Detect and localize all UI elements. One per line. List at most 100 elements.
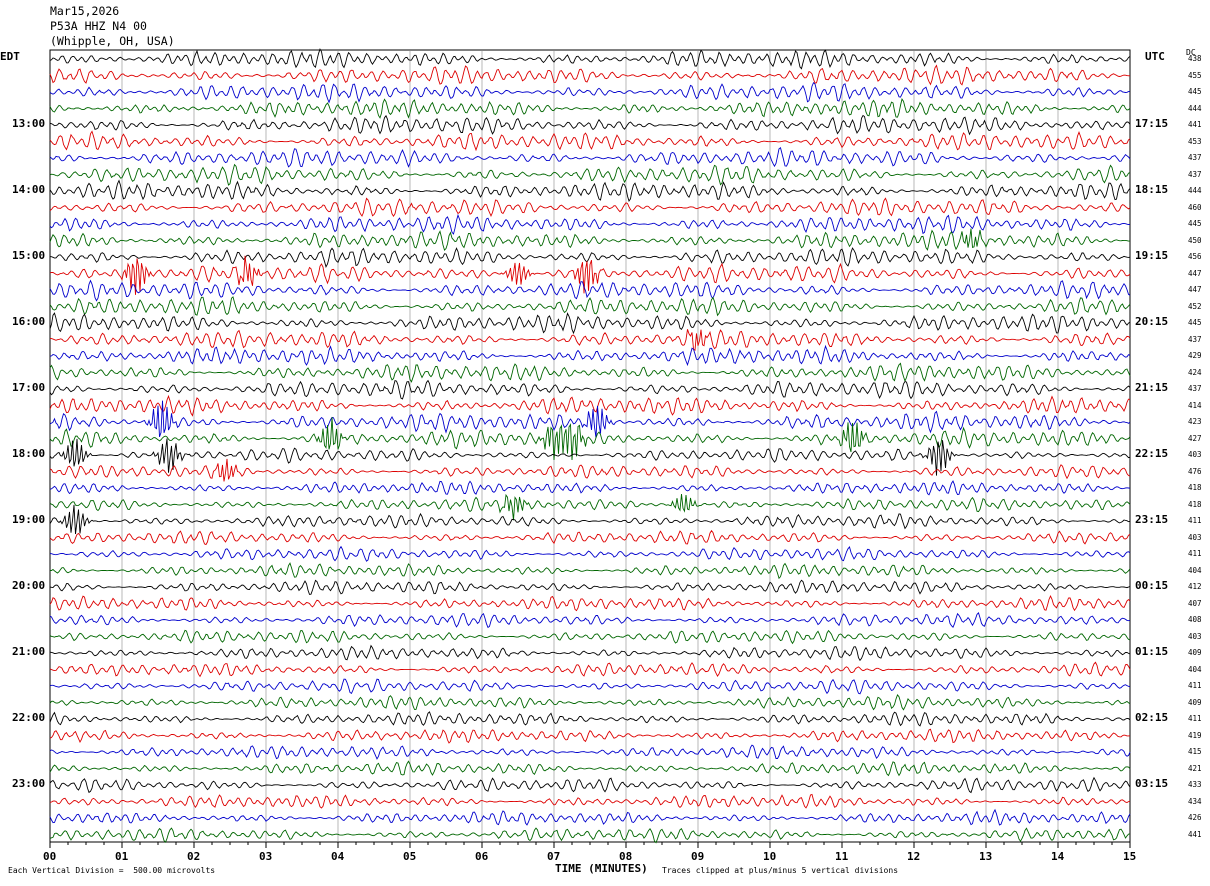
dc-offset-label: 403 xyxy=(1188,450,1202,460)
seismic-trace-13 xyxy=(49,255,1131,295)
dc-offset-label: 411 xyxy=(1188,714,1202,724)
dc-offset-label: 455 xyxy=(1188,70,1202,80)
dc-offset-label: 444 xyxy=(1188,186,1202,196)
dc-offset-label: 409 xyxy=(1188,648,1202,658)
header-location: (Whipple, OH, USA) xyxy=(50,34,175,48)
seismic-trace-34 xyxy=(49,612,1131,629)
dc-offset-label: 445 xyxy=(1188,87,1202,97)
seismic-trace-26 xyxy=(49,480,1131,496)
dc-offset-label: 427 xyxy=(1188,433,1202,443)
seismic-trace-19 xyxy=(49,362,1131,383)
dc-offset-label: 437 xyxy=(1188,169,1202,179)
x-tick-label: 08 xyxy=(619,850,633,863)
x-tick-label: 02 xyxy=(187,850,201,863)
dc-offset-label: 445 xyxy=(1188,318,1202,328)
plot-frame xyxy=(49,49,1131,843)
seismic-trace-7 xyxy=(49,163,1131,186)
dc-offset-label: 426 xyxy=(1188,813,1202,823)
dc-offset-label: 453 xyxy=(1188,136,1202,146)
right-hour-label: 01:15 xyxy=(1135,645,1169,659)
seismic-trace-4 xyxy=(49,114,1131,136)
left-hour-label: 17:00 xyxy=(12,381,46,395)
x-axis-label: TIME (MINUTES) xyxy=(555,862,648,875)
dc-offset-label: 409 xyxy=(1188,697,1202,707)
seismic-trace-16 xyxy=(49,312,1131,335)
left-timezone-label: EDT xyxy=(0,50,20,63)
dc-offset-label: 437 xyxy=(1188,384,1202,394)
x-tick-label: 13 xyxy=(979,850,993,863)
right-hour-label: 03:15 xyxy=(1135,777,1169,791)
seismic-trace-42 xyxy=(49,744,1131,760)
dc-offset-label: 429 xyxy=(1188,351,1202,361)
right-hour-label: 23:15 xyxy=(1135,513,1169,527)
left-hour-label: 19:00 xyxy=(12,513,46,527)
x-tick-label: 09 xyxy=(691,850,705,863)
x-tick-label: 11 xyxy=(835,850,849,863)
seismic-trace-41 xyxy=(49,728,1131,744)
dc-offset-label: 421 xyxy=(1188,763,1202,773)
seismic-trace-40 xyxy=(49,711,1131,727)
right-timezone-label: UTC xyxy=(1145,50,1165,63)
right-hour-label: 19:15 xyxy=(1135,249,1169,263)
dc-offset-label: 414 xyxy=(1188,400,1202,410)
seismic-trace-20 xyxy=(49,379,1131,400)
seismic-trace-43 xyxy=(49,760,1131,777)
right-hour-label: 17:15 xyxy=(1135,117,1169,131)
dc-offset-label: 408 xyxy=(1188,615,1202,625)
left-hour-label: 23:00 xyxy=(12,777,46,791)
dc-offset-label: 418 xyxy=(1188,499,1202,509)
dc-offset-label: 476 xyxy=(1188,466,1202,476)
seismic-trace-22 xyxy=(49,400,1131,438)
dc-offset-label: 447 xyxy=(1188,285,1202,295)
dc-offset-label: 441 xyxy=(1188,829,1202,839)
dc-offset-label: 404 xyxy=(1188,565,1202,575)
seismic-trace-33 xyxy=(49,595,1131,612)
left-hour-label: 21:00 xyxy=(12,645,46,659)
x-tick-label: 10 xyxy=(763,850,777,863)
left-hour-label: 15:00 xyxy=(12,249,46,263)
seismic-trace-39 xyxy=(49,694,1131,711)
x-tick-label: 00 xyxy=(43,850,57,863)
seismic-trace-8 xyxy=(49,179,1131,203)
seismic-trace-29 xyxy=(49,529,1131,546)
seismic-trace-17 xyxy=(49,329,1131,352)
dc-offset-label: 445 xyxy=(1188,219,1202,229)
x-tick-label: 05 xyxy=(403,850,417,863)
dc-offset-label: 456 xyxy=(1188,252,1202,262)
seismic-trace-47 xyxy=(49,827,1131,844)
seismic-trace-12 xyxy=(50,247,1131,269)
x-tick-label: 04 xyxy=(331,850,345,863)
dc-offset-label: 460 xyxy=(1188,202,1202,212)
x-tick-label: 12 xyxy=(907,850,921,863)
seismic-trace-35 xyxy=(49,629,1131,645)
left-hour-label: 18:00 xyxy=(12,447,46,461)
right-hour-label: 20:15 xyxy=(1135,315,1169,329)
right-hour-label: 00:15 xyxy=(1135,579,1169,593)
dc-offset-label: 441 xyxy=(1188,120,1202,130)
dc-offset-label: 424 xyxy=(1188,367,1202,377)
dc-offset-label: 434 xyxy=(1188,796,1202,806)
right-hour-label: 02:15 xyxy=(1135,711,1169,725)
seismic-trace-28 xyxy=(49,504,1131,535)
seismic-trace-6 xyxy=(49,147,1131,168)
dc-offset-label: 452 xyxy=(1188,301,1202,311)
dc-offset-label: 411 xyxy=(1188,516,1202,526)
x-tick-label: 15 xyxy=(1123,850,1137,863)
x-tick-label: 01 xyxy=(115,850,129,863)
dc-offset-label: 419 xyxy=(1188,730,1202,740)
seismic-trace-24 xyxy=(49,438,1131,476)
seismic-trace-30 xyxy=(49,545,1131,562)
seismic-trace-18 xyxy=(49,344,1131,367)
seismic-trace-14 xyxy=(49,279,1131,302)
x-tick-label: 07 xyxy=(547,850,561,863)
header-date: Mar15,2026 xyxy=(50,4,120,18)
seismic-trace-5 xyxy=(49,130,1131,152)
dc-offset-label: 423 xyxy=(1188,417,1202,427)
header-station: P53A HHZ N4 00 xyxy=(50,19,147,33)
seismic-trace-37 xyxy=(49,661,1131,678)
left-hour-label: 13:00 xyxy=(12,117,46,131)
seismic-trace-32 xyxy=(49,579,1131,595)
right-hour-label: 18:15 xyxy=(1135,183,1169,197)
footer-scale: Each Vertical Division = 500.00 microvol… xyxy=(8,866,216,875)
